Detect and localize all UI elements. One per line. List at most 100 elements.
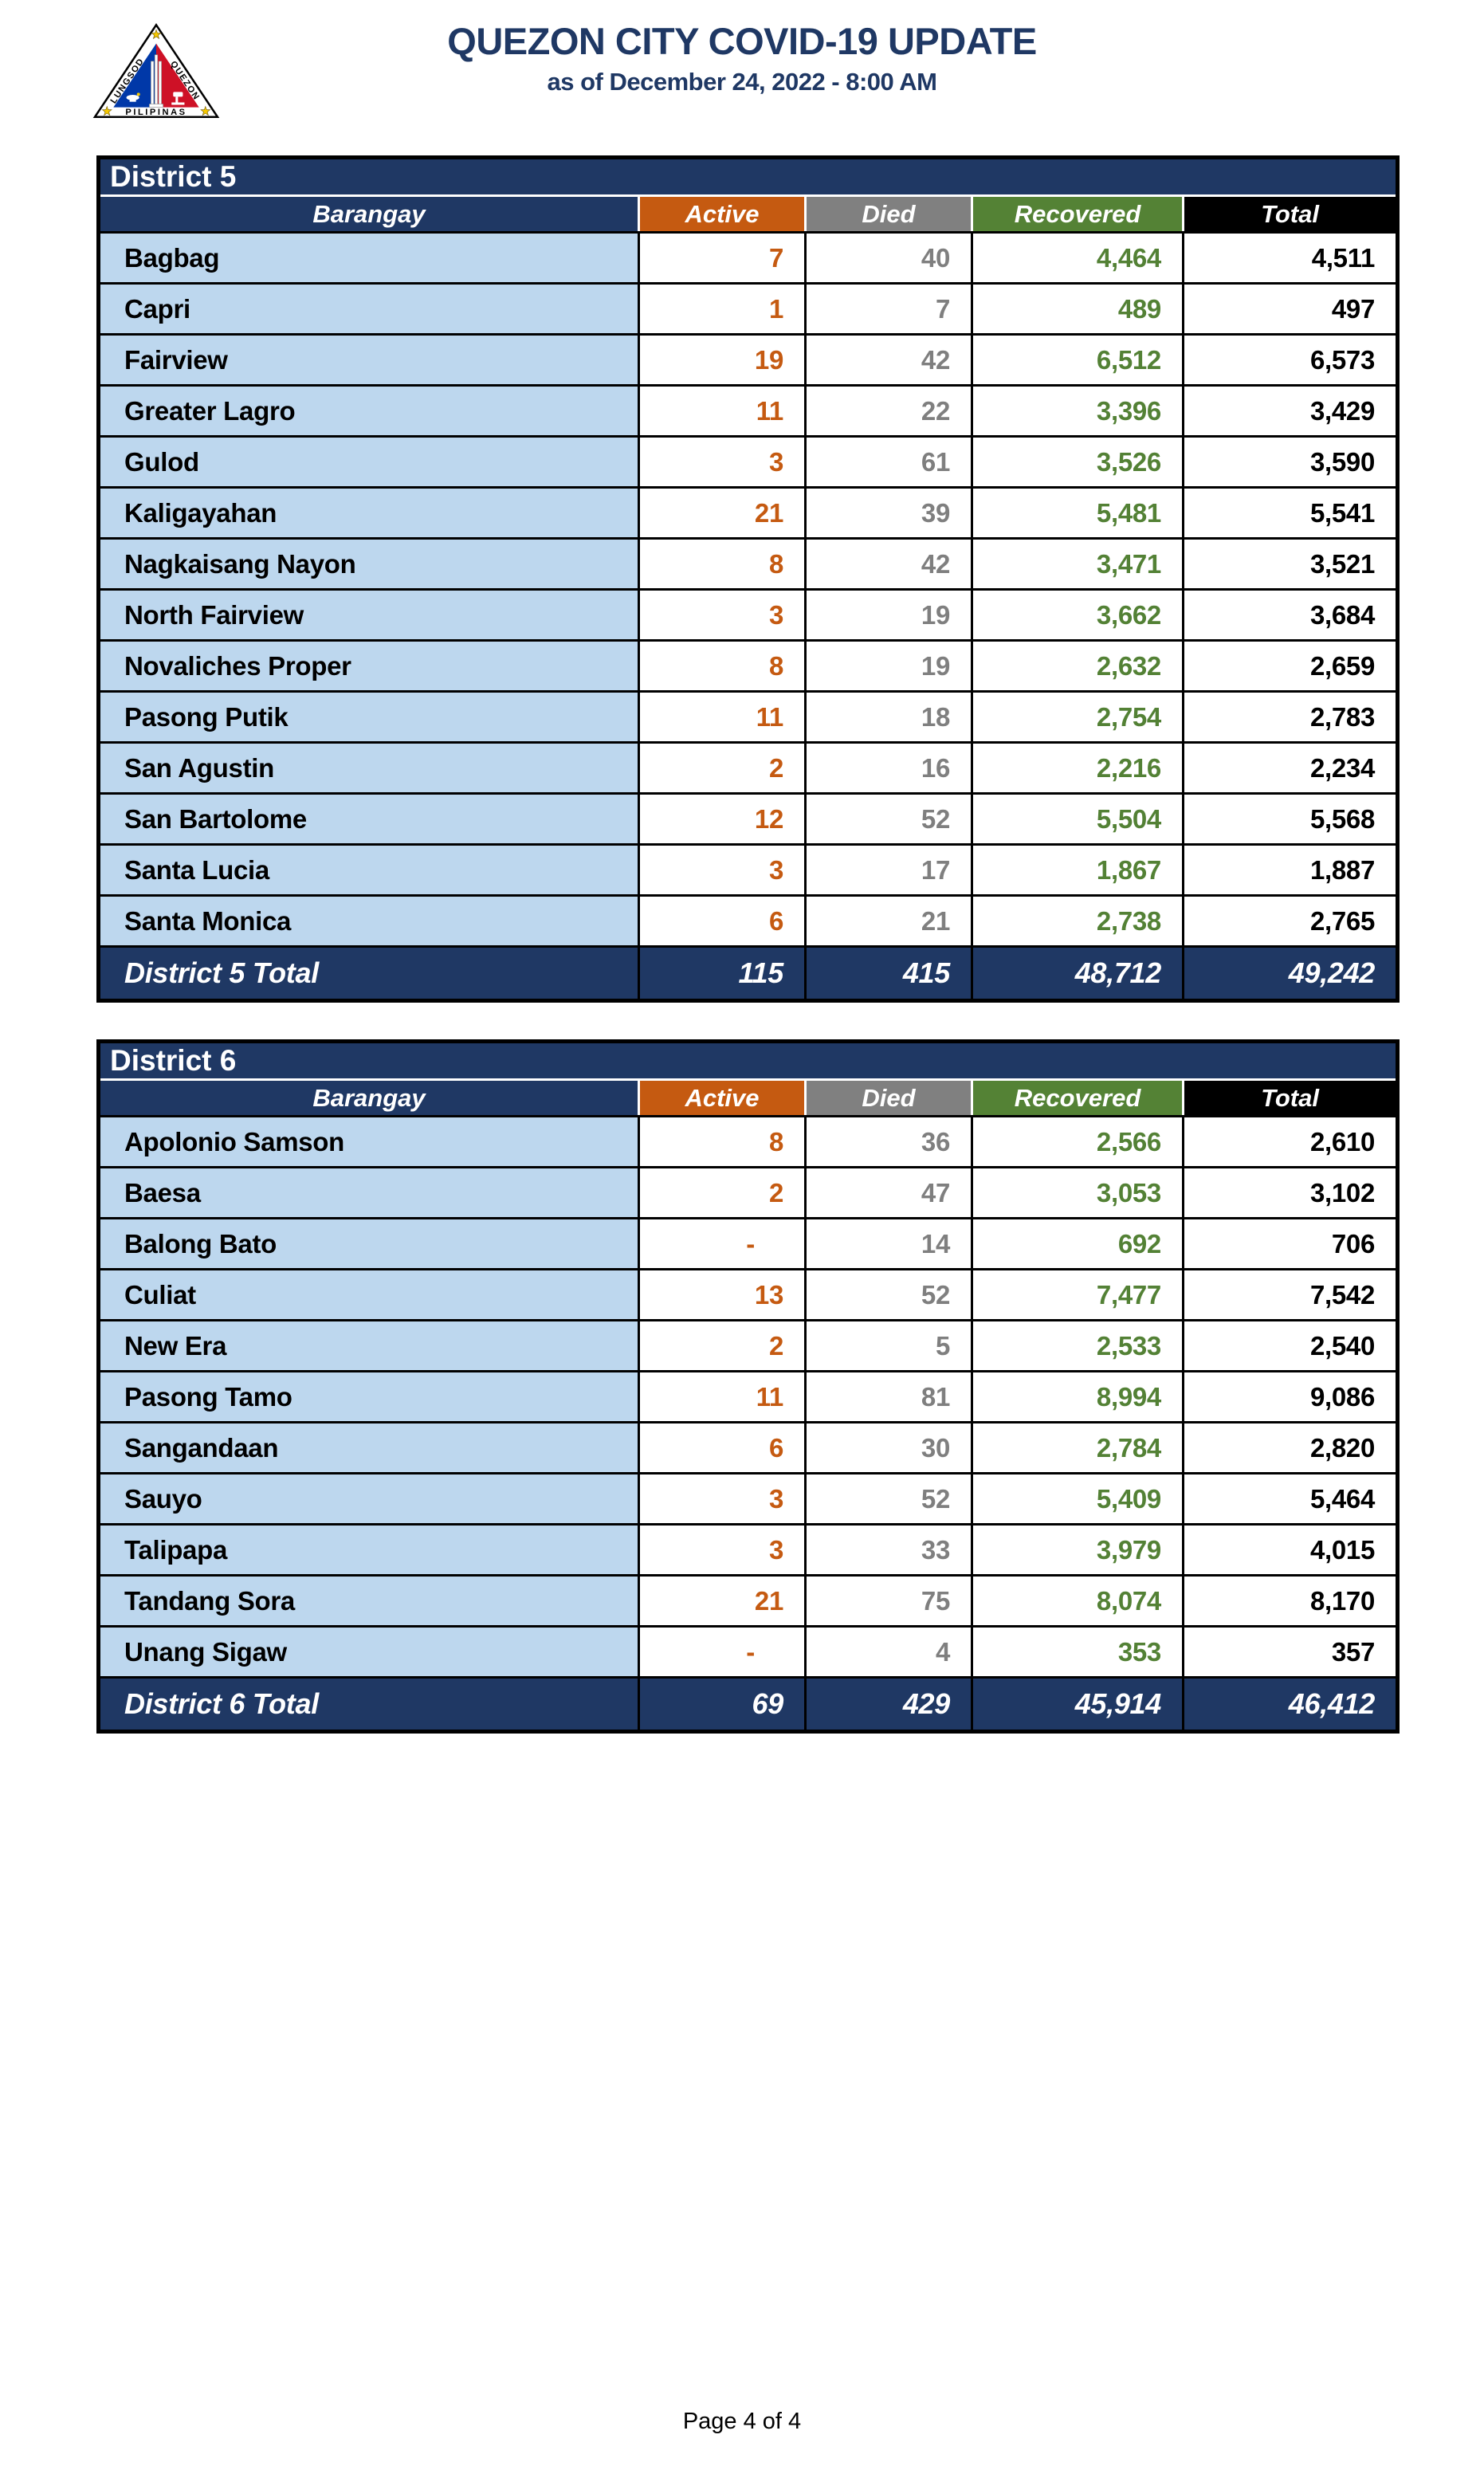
total-count: 1,887 <box>1181 843 1400 897</box>
recovered-count: 3,396 <box>971 384 1184 438</box>
district-title: District 5 <box>98 157 1398 197</box>
column-header-row: Barangay Active Died Recovered Total <box>97 194 1400 234</box>
active-count: 12 <box>638 792 807 846</box>
district-total-total: 46,412 <box>1181 1676 1400 1733</box>
total-count: 2,820 <box>1181 1421 1400 1474</box>
recovered-count: 489 <box>971 282 1184 336</box>
page-title: QUEZON CITY COVID-19 UPDATE <box>447 20 1037 62</box>
district-total-label: District 6 Total <box>97 1676 640 1733</box>
quezon-city-seal: LUNGSOD QUEZON PILIPINAS <box>92 22 220 118</box>
recovered-count: 3,053 <box>971 1166 1184 1219</box>
table-row: Gulod 3 61 3,526 3,590 <box>97 435 1400 489</box>
active-count: 2 <box>638 741 807 795</box>
seal-red-field <box>156 43 199 108</box>
died-count: 36 <box>804 1115 973 1168</box>
active-count: 11 <box>638 1370 807 1423</box>
barangay-name: Tandang Sora <box>97 1574 640 1628</box>
active-count: 3 <box>638 1472 807 1526</box>
district-bar: District 6 <box>98 1041 1398 1081</box>
recovered-count: 6,512 <box>971 333 1184 387</box>
active-count: 3 <box>638 1523 807 1577</box>
died-count: 61 <box>804 435 973 489</box>
column-header-recovered: Recovered <box>971 1078 1184 1117</box>
recovered-count: 5,504 <box>971 792 1184 846</box>
table-row: Capri 1 7 489 497 <box>97 282 1400 336</box>
barangay-name: Capri <box>97 282 640 336</box>
table-row: Sauyo 3 52 5,409 5,464 <box>97 1472 1400 1526</box>
died-count: 19 <box>804 639 973 693</box>
barangay-name: Santa Monica <box>97 894 640 948</box>
total-count: 497 <box>1181 282 1400 336</box>
column-header-recovered: Recovered <box>971 194 1184 234</box>
barangay-name: Pasong Tamo <box>97 1370 640 1423</box>
recovered-count: 1,867 <box>971 843 1184 897</box>
recovered-count: 2,632 <box>971 639 1184 693</box>
district-total-recovered: 45,914 <box>971 1676 1184 1733</box>
active-count: 2 <box>638 1166 807 1219</box>
recovered-count: 2,533 <box>971 1319 1184 1372</box>
report-page: LUNGSOD QUEZON PILIPINAS QUEZON CITY COV… <box>92 20 1400 2434</box>
active-count: 6 <box>638 1421 807 1474</box>
district-bar: District 5 <box>98 157 1398 197</box>
total-count: 8,170 <box>1181 1574 1400 1628</box>
total-count: 2,234 <box>1181 741 1400 795</box>
died-count: 30 <box>804 1421 973 1474</box>
total-count: 5,541 <box>1181 486 1400 540</box>
died-count: 16 <box>804 741 973 795</box>
total-count: 6,573 <box>1181 333 1400 387</box>
died-count: 33 <box>804 1523 973 1577</box>
died-count: 81 <box>804 1370 973 1423</box>
active-count: 11 <box>638 690 807 744</box>
total-count: 3,521 <box>1181 537 1400 591</box>
table-row: New Era 2 5 2,533 2,540 <box>97 1319 1400 1372</box>
recovered-count: 2,738 <box>971 894 1184 948</box>
recovered-count: 3,471 <box>971 537 1184 591</box>
total-count: 3,684 <box>1181 588 1400 642</box>
column-header-row: Barangay Active Died Recovered Total <box>97 1078 1400 1117</box>
district-title: District 6 <box>98 1041 1398 1081</box>
died-count: 39 <box>804 486 973 540</box>
active-count: 2 <box>638 1319 807 1372</box>
seal-text-pilipinas: PILIPINAS <box>125 108 186 117</box>
table-row: Santa Lucia 3 17 1,867 1,887 <box>97 843 1400 897</box>
table-row: Bagbag 7 40 4,464 4,511 <box>97 231 1400 285</box>
barangay-name: Apolonio Samson <box>97 1115 640 1168</box>
recovered-count: 5,481 <box>971 486 1184 540</box>
active-count: - <box>638 1625 807 1679</box>
total-count: 2,540 <box>1181 1319 1400 1372</box>
died-count: 75 <box>804 1574 973 1628</box>
died-count: 7 <box>804 282 973 336</box>
died-count: 52 <box>804 792 973 846</box>
active-count: 6 <box>638 894 807 948</box>
table-row: San Agustin 2 16 2,216 2,234 <box>97 741 1400 795</box>
active-count: 13 <box>638 1268 807 1321</box>
died-count: 17 <box>804 843 973 897</box>
barangay-name: Novaliches Proper <box>97 639 640 693</box>
table-row: Talipapa 3 33 3,979 4,015 <box>97 1523 1400 1577</box>
recovered-count: 2,754 <box>971 690 1184 744</box>
district-total-total: 49,242 <box>1181 945 1400 1002</box>
barangay-name: San Bartolome <box>97 792 640 846</box>
active-count: 8 <box>638 537 807 591</box>
recovered-count: 692 <box>971 1217 1184 1270</box>
died-count: 14 <box>804 1217 973 1270</box>
barangay-name: Greater Lagro <box>97 384 640 438</box>
total-count: 5,568 <box>1181 792 1400 846</box>
barangay-name: North Fairview <box>97 588 640 642</box>
recovered-count: 2,216 <box>971 741 1184 795</box>
active-count: 3 <box>638 588 807 642</box>
barangay-name: Sauyo <box>97 1472 640 1526</box>
column-header-active: Active <box>638 194 807 234</box>
barangay-name: Gulod <box>97 435 640 489</box>
active-count: 7 <box>638 231 807 285</box>
died-count: 18 <box>804 690 973 744</box>
barangay-name: New Era <box>97 1319 640 1372</box>
recovered-count: 2,784 <box>971 1421 1184 1474</box>
barangay-name: Sangandaan <box>97 1421 640 1474</box>
died-count: 47 <box>804 1166 973 1219</box>
seal-lamp-icon <box>126 92 140 102</box>
died-count: 42 <box>804 333 973 387</box>
district-total-recovered: 48,712 <box>971 945 1184 1002</box>
died-count: 52 <box>804 1268 973 1321</box>
total-count: 7,542 <box>1181 1268 1400 1321</box>
